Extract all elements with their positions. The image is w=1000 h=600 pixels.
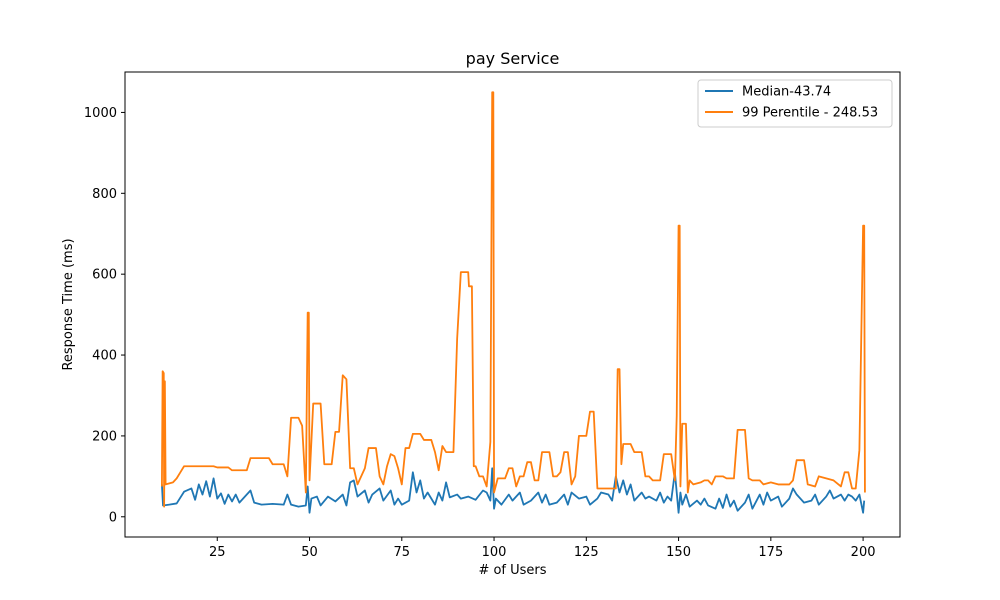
plot-frame [124,71,901,538]
x-tick-label: 125 [574,545,599,560]
series-layer [161,91,866,514]
y-tick-label: 0 [109,510,117,525]
x-tick-label: 150 [666,545,691,560]
legend-label-median: Median-43.74 [742,85,831,100]
series-line-p99 [161,91,866,508]
series-line-median [161,467,866,514]
x-tick-label: 50 [301,545,318,560]
x-tick-label: 25 [209,545,226,560]
y-tick-label: 1000 [84,106,117,121]
legend: Median-43.74 99 Perentile - 248.53 [697,79,893,128]
legend-frame [697,79,893,128]
legend-label-p99: 99 Perentile - 248.53 [742,106,878,121]
y-tick-label: 200 [92,429,117,444]
y-tick-label: 600 [92,268,117,283]
y-tick-label: 400 [92,349,117,364]
x-tick-label: 200 [851,545,876,560]
y-axis-label: Response Time (ms) [61,238,76,370]
x-axis-label: # of Users [478,563,546,578]
y-tick-label: 800 [92,187,117,202]
x-tick-label: 75 [394,545,411,560]
y-axis: 0 200 400 600 800 1000 [84,106,125,525]
x-tick-label: 175 [758,545,783,560]
x-tick-label: 100 [482,545,507,560]
chart-title: pay Service [466,49,560,68]
plot-area [124,71,901,538]
x-axis: 25 50 75 100 125 150 175 200 [209,537,876,560]
